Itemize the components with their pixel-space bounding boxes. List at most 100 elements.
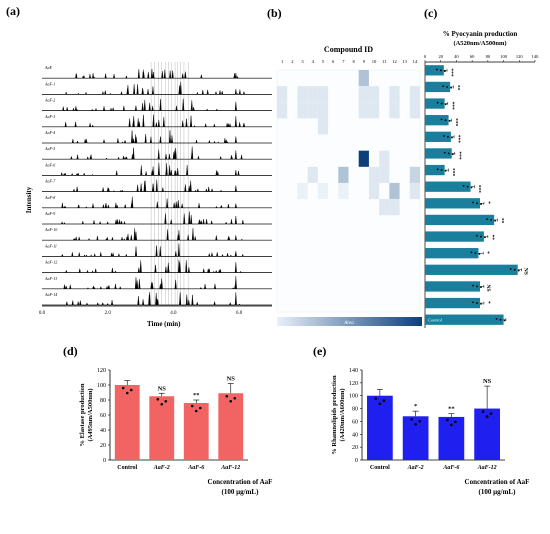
c-point-7-2 [470, 186, 473, 189]
c-bar-14 [425, 297, 480, 309]
c-bar-15 [425, 314, 504, 325]
chromatogram-trace-5 [42, 146, 272, 160]
c-point-15-0 [495, 317, 498, 320]
trace-label-10: AaF-10 [44, 227, 57, 232]
chromatogram-trace-2 [42, 98, 272, 111]
e-point-0-2 [382, 399, 386, 403]
b-heatmap-cell-5-8 [358, 150, 369, 167]
d-y-tick-6: 120 [97, 368, 106, 374]
c-bar-10 [425, 231, 484, 242]
c-bar-11 [425, 248, 479, 259]
b-heatmap-cell-2-3 [307, 102, 318, 119]
b-column-label-12: 13 [402, 59, 407, 64]
b-heatmap-cell-0-8 [358, 70, 369, 87]
c-significance-3: *** [453, 118, 459, 127]
c-point-3-0 [440, 118, 443, 121]
d-point-2-1 [194, 409, 198, 413]
c-subtitle: (A520nm/A500nm) [453, 40, 506, 47]
a-y-axis-label: Intensity [25, 186, 33, 213]
c-point-1-0 [442, 85, 445, 88]
d-point-1-1 [160, 402, 164, 406]
c-bar-label: Control [428, 318, 443, 323]
trace-label-12: AaF-12 [44, 260, 57, 265]
c-point-1-1 [446, 86, 449, 88]
b-heatmap-cell-8-10 [379, 199, 390, 216]
b-heatmap-cell-7-11 [389, 182, 400, 200]
b-column-label-3: 4 [312, 59, 315, 64]
e-category-label-3: AaF-12 [477, 465, 497, 471]
a-x-axis-label: Time (min) [147, 320, 181, 328]
c-point-8-0 [472, 201, 474, 204]
trace-label-5: AaF-5 [44, 146, 55, 151]
c-point-15-2 [503, 319, 506, 322]
b-column-label-8: 9 [363, 59, 366, 64]
e-y-tick-1: 20 [352, 445, 358, 451]
b-heatmap-cell-6-9 [368, 166, 380, 183]
a-x-tick-0: 0.0 [39, 311, 46, 316]
c-point-6-2 [444, 169, 447, 172]
c-bar-1 [425, 81, 451, 93]
c-x-tick-3: 60 [470, 54, 475, 59]
c-point-0-2 [443, 70, 446, 73]
d-y-tick-4: 80 [100, 398, 106, 404]
a-x-tick-3: 6.0 [236, 311, 243, 316]
d-y-axis-label: % Elastase production [79, 383, 86, 446]
c-x-tick-6: 120 [516, 54, 524, 59]
e-bar-2 [438, 416, 465, 460]
e-point-3-2 [489, 412, 493, 415]
b-color-scale-bar [277, 317, 422, 326]
b-heatmap-cell-1-4 [317, 86, 329, 103]
trace-label-13: AaF-13 [44, 276, 57, 281]
e-y-tick-2: 40 [352, 432, 358, 438]
c-x-tick-7: 140 [532, 54, 540, 59]
d-point-3-2 [233, 396, 237, 400]
b-heatmap-cell-1-11 [389, 86, 400, 103]
d-bar-1 [149, 396, 175, 460]
panel-c-label: (c) [424, 6, 438, 20]
c-point-12-1 [513, 268, 516, 271]
e-y-axis-label: % Rhamnolipids production [331, 375, 338, 455]
trace-label-4: AaF-4 [44, 130, 55, 135]
d-y-tick-0: 0 [103, 458, 106, 464]
e-point-3-0 [481, 410, 485, 413]
d-point-1-0 [156, 397, 160, 401]
e-y-tick-0: 0 [355, 458, 358, 464]
b-heatmap-cell-6-6 [338, 166, 349, 183]
e-point-3-1 [485, 415, 489, 418]
d-point-0-1 [125, 391, 129, 395]
c-point-15-1 [499, 318, 502, 321]
c-bar-0 [425, 65, 444, 76]
e-category-label-0: Control [370, 465, 390, 471]
c-significance-2: *** [449, 102, 455, 111]
c-bar-13 [425, 281, 480, 292]
chromatogram-trace-4 [42, 130, 272, 144]
c-point-0-1 [439, 69, 442, 72]
trace-label-0: AaE [44, 65, 52, 70]
c-point-8-2 [480, 203, 482, 206]
e-point-1-2 [418, 419, 421, 423]
trace-label-14: AaF-14 [44, 292, 57, 297]
b-heatmap-cell-1-2 [297, 86, 308, 103]
d-point-2-0 [190, 404, 194, 408]
d-category-label-0: Control [117, 465, 137, 471]
d-category-label-2: AaF-6 [187, 465, 204, 471]
c-point-3-2 [448, 120, 451, 122]
d-bar-3 [218, 393, 244, 460]
e-y-tick-3: 60 [352, 419, 358, 425]
b-heatmap-cell-2-0 [277, 102, 288, 119]
c-significance-6: *** [450, 168, 456, 177]
e-x-axis-label: Concentration of AaF [465, 478, 530, 486]
b-column-label-5: 6 [332, 59, 335, 64]
c-point-11-0 [470, 251, 473, 254]
d-point-2-2 [198, 406, 202, 410]
trace-label-9: AaF-9 [44, 211, 55, 216]
c-point-7-0 [462, 184, 465, 187]
d-point-3-0 [225, 394, 229, 398]
panel-e-label: (e) [313, 344, 327, 358]
c-significance-11: * [484, 251, 490, 254]
b-heatmap-cell-7-4 [317, 182, 329, 200]
b-heatmap-cell-8-11 [389, 199, 400, 216]
e-bar-1 [402, 416, 429, 460]
c-point-14-0 [472, 301, 474, 304]
c-significance-1: ** [454, 85, 460, 91]
